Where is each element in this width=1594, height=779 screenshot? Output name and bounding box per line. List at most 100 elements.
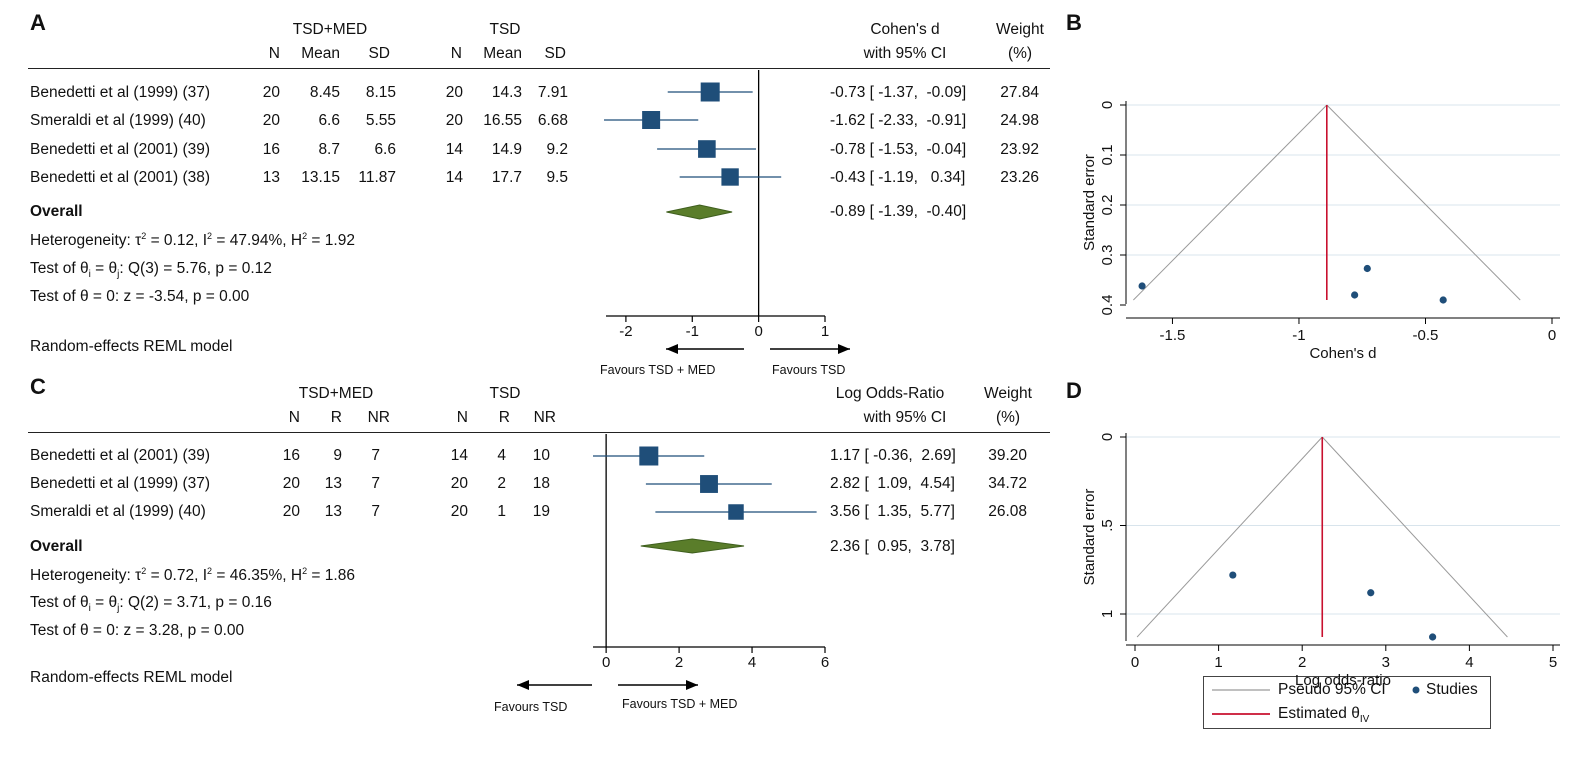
- study-point: [1429, 633, 1437, 641]
- y-tick-label: 0.1: [1099, 145, 1116, 166]
- study-marker: [698, 140, 716, 158]
- effect-header-c-sub: with 95% CI: [863, 409, 947, 426]
- favours-left-arrow: [666, 344, 744, 354]
- cell: 6.6: [318, 112, 340, 129]
- y-tick-label: 0: [1099, 101, 1116, 109]
- study-name: Benedetti et al (1999) (37): [30, 475, 211, 492]
- y-tick-label: 0: [1099, 433, 1116, 441]
- panel-letter-c: C: [30, 374, 46, 399]
- weight: 39.20: [988, 447, 1027, 464]
- x-tick-label: -1: [686, 323, 699, 340]
- effect-ci: -0.73 [ -1.37, -0.09]: [830, 84, 967, 101]
- cell: 20: [450, 503, 468, 520]
- legend-estimate-label: Estimated θIV: [1278, 705, 1370, 726]
- cell: 7: [371, 475, 380, 492]
- cell: 20: [282, 503, 300, 520]
- cell: 13: [262, 169, 280, 186]
- cell: 13: [324, 475, 342, 492]
- study-name: Benedetti et al (2001) (38): [30, 169, 211, 186]
- effect-ci: 2.82 [ 1.09, 4.54]: [830, 475, 955, 492]
- cell: 14: [450, 447, 468, 464]
- cell: 11.87: [358, 169, 396, 186]
- effect-ci: -0.43 [ -1.19, 0.34]: [830, 169, 966, 186]
- weight-header-c: Weight: [984, 385, 1032, 402]
- favours-left-arrow: [517, 680, 592, 690]
- favours-right-arrow-head: [838, 344, 850, 354]
- col-header: Mean: [483, 45, 522, 62]
- effect-ci: 3.56 [ 1.35, 5.77]: [830, 503, 955, 520]
- pseudo-ci-left: [1133, 104, 1328, 301]
- cell: 16.55: [483, 112, 522, 129]
- study-name: Smeraldi et al (1999) (40): [30, 503, 206, 520]
- weight: 27.84: [1000, 84, 1039, 101]
- cell: 13: [324, 503, 342, 520]
- effect-ci: 1.17 [ -0.36, 2.69]: [830, 447, 956, 464]
- weight-header-a-sub: (%): [1007, 45, 1033, 62]
- favours-right-label: Favours TSD: [772, 363, 846, 377]
- effect-ci: -1.62 [ -2.33, -0.91]: [830, 112, 967, 129]
- x-tick-label: 4: [748, 654, 756, 671]
- legend-studies-label: Studies: [1426, 681, 1478, 698]
- group2-header-a: TSD: [489, 21, 521, 38]
- cell: 18: [532, 475, 550, 492]
- col-header: N: [288, 409, 300, 426]
- study-name: Smeraldi et al (1999) (40): [30, 112, 206, 129]
- cell: 9.2: [546, 141, 568, 158]
- cell: 8.15: [365, 84, 396, 101]
- pseudo-ci-right: [1321, 436, 1508, 638]
- cell: 13.15: [301, 169, 340, 186]
- x-tick-label: 1: [1214, 654, 1222, 671]
- x-tick-label: 2: [675, 654, 683, 671]
- legend-pseudo-label: Pseudo 95% CI: [1278, 681, 1386, 698]
- study-marker: [721, 168, 739, 186]
- cell: 4: [497, 447, 506, 464]
- col-header: N: [268, 45, 280, 62]
- x-tick-label: 5: [1549, 654, 1557, 671]
- weight-header-a: Weight: [996, 21, 1044, 38]
- cell: 14.9: [491, 141, 522, 158]
- study-point: [1229, 571, 1237, 579]
- weight-header-c-sub: (%): [995, 409, 1021, 426]
- cell: 14: [445, 141, 463, 158]
- favours-left-arrow-head: [666, 344, 678, 354]
- header-rule-c: [28, 432, 1050, 433]
- weight: 23.92: [1000, 141, 1039, 158]
- heterogeneity-text: Heterogeneity: τ2 = 0.72, I2 = 46.35%, H…: [30, 566, 355, 585]
- overall-diamond: [640, 538, 745, 554]
- model-label: Random-effects REML model: [30, 338, 233, 355]
- cell: 14.3: [491, 84, 522, 101]
- effect-header-a: Cohen's d: [870, 21, 940, 38]
- x-tick-label: -0.5: [1413, 327, 1439, 344]
- overall-label: Overall: [30, 203, 83, 220]
- study-point: [1363, 264, 1371, 273]
- cell: 20: [450, 475, 468, 492]
- cell: 6.6: [374, 141, 396, 158]
- x-tick-label: 2: [1298, 654, 1306, 671]
- favours-right-arrow-head: [686, 680, 698, 690]
- cell: 8.7: [318, 141, 340, 158]
- study-point: [1439, 296, 1447, 304]
- cell: 16: [262, 141, 280, 158]
- panel-letter-b: B: [1066, 10, 1082, 35]
- effect-ci: -0.78 [ -1.53, -0.04]: [830, 141, 967, 158]
- cell: 17.7: [491, 169, 522, 186]
- y-tick-label: 0.3: [1099, 245, 1116, 266]
- cell: 9.5: [546, 169, 568, 186]
- overall-diamond: [666, 204, 733, 220]
- cell: 20: [262, 84, 280, 101]
- study-point: [1138, 282, 1146, 290]
- overall-label: Overall: [30, 538, 83, 555]
- cell: 5.55: [365, 112, 396, 129]
- x-axis-title: Log odds-ratio: [1295, 672, 1391, 689]
- favours-right-arrow: [618, 680, 698, 690]
- x-tick-label: 1: [821, 323, 829, 340]
- col-header: Mean: [301, 45, 340, 62]
- overall-ci: -0.89 [ -1.39, -0.40]: [830, 203, 967, 220]
- study-name: Benedetti et al (2001) (39): [30, 447, 211, 464]
- effect-header-c: Log Odds-Ratio: [835, 385, 945, 402]
- legend-swatches: [1212, 686, 1420, 715]
- effect-header-a-sub: with 95% CI: [863, 45, 947, 62]
- y-tick-label: .5: [1099, 519, 1116, 532]
- cell: 20: [445, 84, 463, 101]
- study-point: [1367, 589, 1375, 597]
